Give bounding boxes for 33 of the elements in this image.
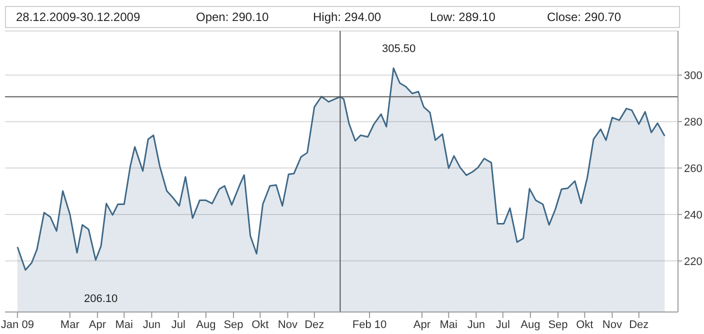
- x-tick-label: Dez: [304, 318, 324, 331]
- x-tick-label: Sep: [224, 318, 244, 331]
- x-tick-label: Jan 09: [0, 318, 34, 331]
- y-tick-label: 220: [684, 256, 702, 268]
- text: High: 294.00: [313, 10, 382, 24]
- x-tick-label: Nov: [278, 318, 298, 331]
- x-tick-label: Okt: [576, 318, 594, 331]
- y-tick-label: 300: [684, 70, 702, 82]
- x-tick-label: Sep: [548, 318, 568, 331]
- x-tick-label: Mar: [60, 318, 80, 331]
- x-tick-label: Jun: [142, 318, 161, 331]
- x-tick-label: Apr: [413, 318, 431, 331]
- x-tick-label: Apr: [88, 318, 106, 331]
- y-tick-label: 280: [684, 116, 702, 128]
- x-tick-label: Nov: [602, 318, 622, 331]
- annotation: 206.10: [84, 293, 118, 305]
- text: 28.12.2009-30.12.2009: [16, 10, 140, 24]
- text: Close: 290.70: [547, 10, 622, 24]
- x-tick-label: Jun: [467, 318, 486, 331]
- x-tick-label: Aug: [196, 318, 216, 331]
- x-tick-label: Feb 10: [352, 318, 387, 331]
- x-tick-label: Jul: [171, 318, 186, 331]
- x-tick-label: Mai: [115, 318, 133, 331]
- x-tick-label: Okt: [252, 318, 269, 331]
- annotation: 305.50: [382, 43, 416, 55]
- x-tick-label: Dez: [629, 318, 649, 331]
- x-tick-label: Aug: [520, 318, 540, 331]
- text: Low: 289.10: [430, 10, 496, 24]
- y-tick-label: 240: [684, 209, 702, 222]
- x-tick-label: Jul: [496, 318, 510, 331]
- x-tick-label: Mai: [440, 318, 458, 331]
- text: Open: 290.10: [196, 10, 269, 24]
- y-tick-label: 260: [684, 162, 702, 175]
